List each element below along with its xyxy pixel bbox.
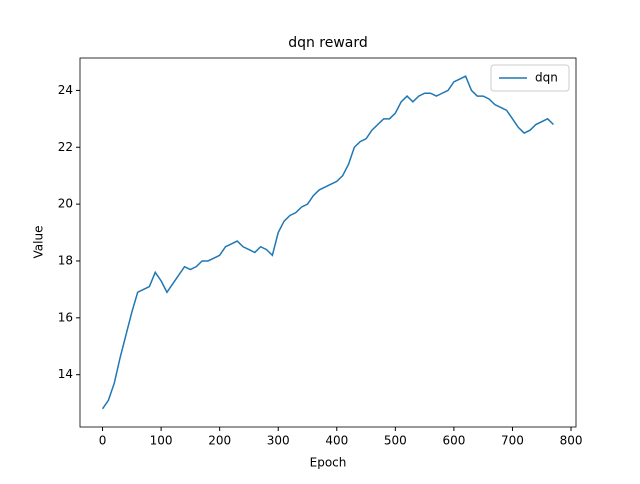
x-tick-label: 500 — [384, 434, 407, 448]
legend-box — [490, 64, 570, 92]
y-tick-label: 22 — [58, 140, 73, 154]
x-tick-label: 100 — [150, 434, 173, 448]
legend-label: dqn — [535, 71, 558, 85]
x-tick-label: 300 — [267, 434, 290, 448]
x-tick-label: 400 — [325, 434, 348, 448]
y-tick-label: 14 — [58, 367, 73, 381]
x-tick-label: 0 — [99, 434, 107, 448]
y-tick-label: 24 — [58, 83, 73, 97]
y-tick-label: 18 — [58, 253, 73, 267]
x-tick-label: 600 — [442, 434, 465, 448]
x-tick-label: 800 — [560, 434, 583, 448]
x-axis-label: Epoch — [310, 456, 347, 470]
y-tick-label: 20 — [58, 197, 73, 211]
x-tick-label: 700 — [501, 434, 524, 448]
data-line — [101, 75, 554, 410]
plot-frame — [79, 57, 577, 428]
y-axis-label: Value — [32, 226, 46, 259]
x-tick-label: 200 — [208, 434, 231, 448]
y-tick-label: 16 — [58, 310, 73, 324]
chart-title: dqn reward — [288, 35, 368, 51]
